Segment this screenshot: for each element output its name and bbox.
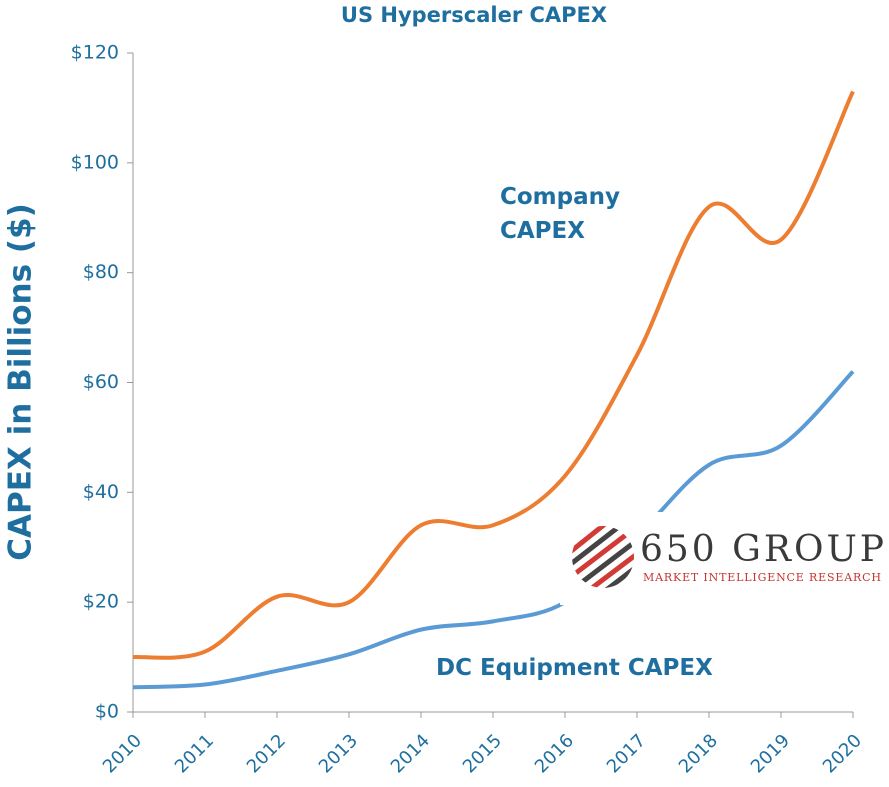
x-tick-label: 2014	[387, 730, 434, 777]
y-tick-label: $0	[95, 701, 119, 723]
series-line	[132, 90, 855, 660]
x-tick-label: 2018	[675, 730, 722, 777]
x-tick-label: 2010	[99, 730, 146, 777]
y-tick-label: $20	[83, 591, 119, 613]
annotation: Company CAPEX	[500, 184, 620, 244]
x-tick-label: 2017	[603, 730, 650, 777]
x-tick-label: 2011	[171, 730, 218, 777]
y-tick-label: $60	[83, 371, 119, 393]
x-tick-label: 2016	[531, 730, 578, 777]
annotation: DC Equipment CAPEX	[436, 655, 713, 681]
y-tick-label: $100	[71, 151, 119, 173]
y-tick-label: $80	[83, 261, 119, 283]
chart-title: US Hyperscaler CAPEX	[341, 3, 607, 27]
x-tick-label: 2019	[747, 730, 794, 777]
x-tick-label: 2020	[819, 730, 866, 777]
x-tick-label: 2013	[315, 730, 362, 777]
y-axis-label: CAPEX in Billions ($)	[3, 203, 39, 560]
x-tick-label: 2012	[243, 730, 290, 777]
y-tick-label: $40	[83, 481, 119, 503]
y-tick-label: $120	[71, 42, 119, 64]
x-tick-label: 2015	[459, 730, 506, 777]
series-line	[132, 370, 855, 690]
